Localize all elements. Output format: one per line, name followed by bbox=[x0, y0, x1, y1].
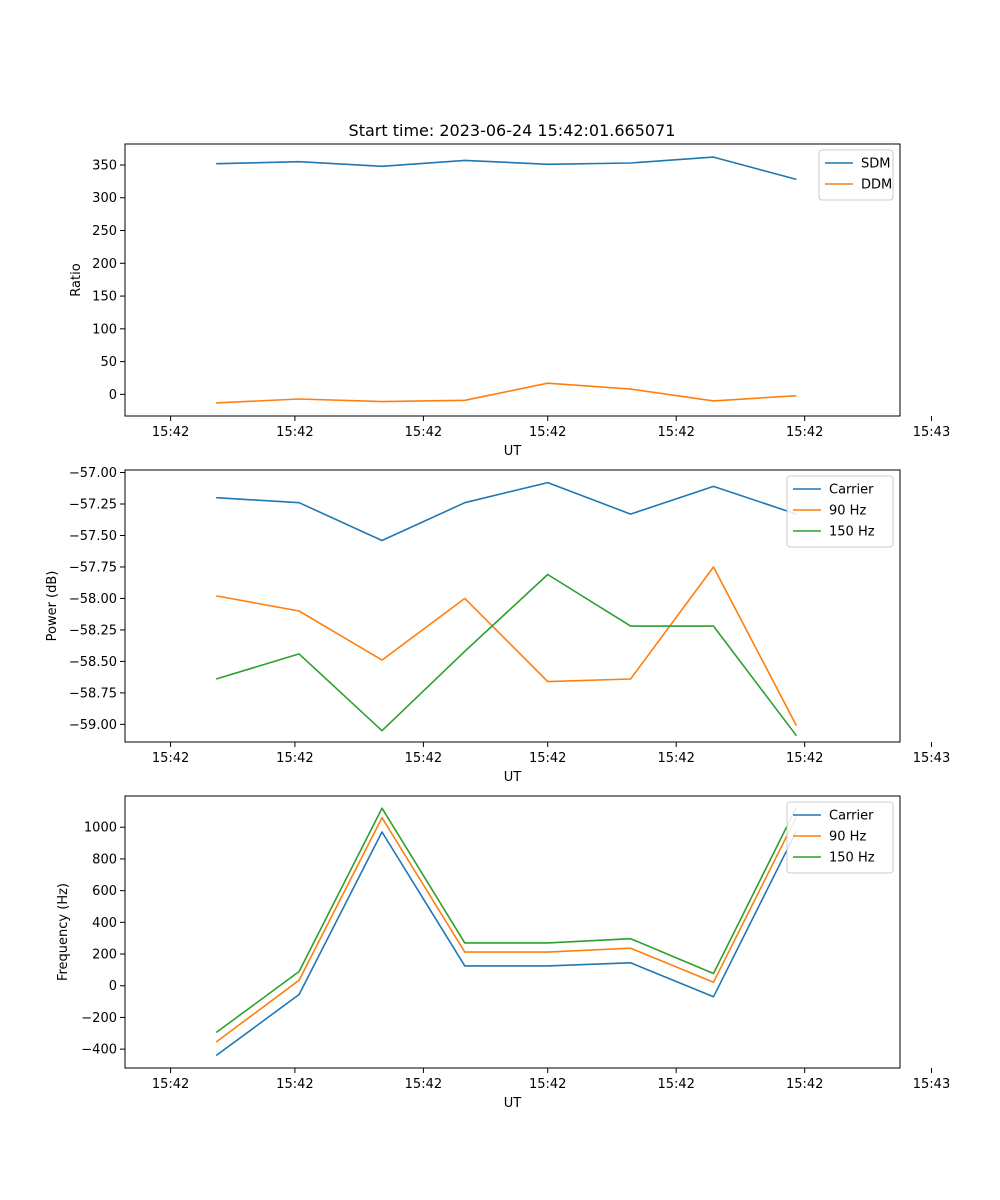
panel-frequency: −400 −200 0 200 400 600 800 1000 15:42 15:42 15:42… bbox=[56, 795, 950, 1111]
y-tick-label: 0 bbox=[109, 388, 117, 403]
plot-frame bbox=[124, 469, 901, 743]
x-tick-label: 15:43 bbox=[913, 425, 950, 440]
x-tick-label: 15:43 bbox=[913, 1077, 950, 1092]
y-tick-label: 0 bbox=[109, 979, 117, 994]
y-tick-label: 800 bbox=[92, 852, 117, 867]
x-axis-label: UT bbox=[504, 770, 522, 785]
legend-entry: DDM bbox=[861, 178, 892, 193]
x-tick-label: 15:42 bbox=[276, 1077, 313, 1092]
legend: SDM DDM bbox=[818, 149, 894, 201]
x-axis-label: UT bbox=[504, 1096, 522, 1111]
y-tick-label: −58.00 bbox=[69, 592, 117, 607]
x-tick-label: 15:42 bbox=[786, 1077, 823, 1092]
x-tick-label: 15:42 bbox=[152, 1077, 189, 1092]
legend-entry: Carrier bbox=[829, 809, 874, 824]
series-line-90-hz bbox=[216, 566, 798, 726]
series-line-ddm bbox=[216, 382, 797, 404]
series-line-carrier bbox=[215, 830, 798, 1057]
plot-frame bbox=[124, 143, 901, 417]
series-line-150-hz bbox=[215, 807, 798, 1034]
x-tick-label: 15:42 bbox=[786, 751, 823, 766]
plot-frame bbox=[124, 795, 901, 1069]
y-tick-label: 200 bbox=[92, 948, 117, 963]
x-tick-label: 15:42 bbox=[152, 425, 189, 440]
x-tick-label: 15:42 bbox=[657, 425, 694, 440]
x-tick-label: 15:42 bbox=[529, 751, 566, 766]
x-tick-label: 15:42 bbox=[405, 1077, 442, 1092]
y-tick-label: −57.25 bbox=[69, 498, 117, 513]
series-line-carrier bbox=[216, 481, 797, 542]
y-tick-label: −58.75 bbox=[69, 686, 117, 701]
panel-power: −57.00 −57.25 −57.50 −57.75 −58.00 −58.25 −58.… bbox=[45, 466, 950, 785]
x-tick-label: 15:42 bbox=[276, 425, 313, 440]
y-tick-label: −400 bbox=[81, 1043, 117, 1058]
y-tick-label: 200 bbox=[92, 257, 117, 272]
y-axis-label: Frequency (Hz) bbox=[56, 883, 71, 981]
x-tick-label: 15:42 bbox=[529, 425, 566, 440]
y-tick-label: −57.75 bbox=[69, 560, 117, 575]
y-tick-label: 400 bbox=[92, 916, 117, 931]
y-tick-label: −58.25 bbox=[69, 623, 117, 638]
x-tick-label: 15:42 bbox=[657, 1077, 694, 1092]
legend: Carrier 90 Hz 150 Hz bbox=[786, 801, 894, 874]
y-tick-label: −57.00 bbox=[69, 466, 117, 481]
x-tick-label: 15:42 bbox=[405, 751, 442, 766]
legend-entry: 150 Hz bbox=[829, 851, 875, 866]
legend: Carrier 90 Hz 150 Hz bbox=[786, 475, 894, 548]
x-tick-label: 15:42 bbox=[786, 425, 823, 440]
legend-box bbox=[786, 801, 894, 874]
y-axis-label: Power (dB) bbox=[45, 571, 60, 642]
panel-ratio: 0 50 100 150 200 250 300 350 15:42 15:42 15:42 15:4… bbox=[69, 143, 950, 459]
legend-box bbox=[786, 475, 894, 548]
series-line-150-hz bbox=[215, 573, 798, 737]
y-tick-label: 300 bbox=[92, 191, 117, 206]
legend-entry: 90 Hz bbox=[829, 830, 866, 845]
y-tick-label: 50 bbox=[100, 355, 117, 370]
x-tick-label: 15:42 bbox=[529, 1077, 566, 1092]
y-tick-label: 600 bbox=[92, 884, 117, 899]
y-axis-label: Ratio bbox=[69, 263, 84, 296]
series-line-sdm bbox=[216, 156, 797, 181]
panels: 0 50 100 150 200 250 300 350 15:42 15:42 15:42 15:4… bbox=[45, 143, 950, 1111]
x-tick-label: 15:42 bbox=[152, 751, 189, 766]
y-tick-label: −59.00 bbox=[69, 718, 117, 733]
y-tick-label: 100 bbox=[92, 322, 117, 337]
chart-title: Start time: 2023-06-24 15:42:01.665071 bbox=[349, 121, 676, 140]
y-tick-label: 1000 bbox=[84, 821, 117, 836]
legend-entry: Carrier bbox=[829, 483, 874, 498]
x-axis-label: UT bbox=[504, 444, 522, 459]
y-tick-label: 350 bbox=[92, 158, 117, 173]
x-tick-label: 15:42 bbox=[657, 751, 694, 766]
y-tick-label: −58.50 bbox=[69, 655, 117, 670]
legend-entry: 90 Hz bbox=[829, 504, 866, 519]
y-tick-label: −200 bbox=[81, 1011, 117, 1026]
legend-entry: 150 Hz bbox=[829, 525, 875, 540]
x-tick-label: 15:42 bbox=[405, 425, 442, 440]
y-tick-label: −57.50 bbox=[69, 529, 117, 544]
y-tick-label: 250 bbox=[92, 224, 117, 239]
legend-entry: SDM bbox=[861, 157, 890, 172]
y-tick-label: 150 bbox=[92, 290, 117, 305]
x-tick-label: 15:43 bbox=[913, 751, 950, 766]
series-line-90-hz bbox=[215, 816, 798, 1043]
x-tick-label: 15:42 bbox=[276, 751, 313, 766]
